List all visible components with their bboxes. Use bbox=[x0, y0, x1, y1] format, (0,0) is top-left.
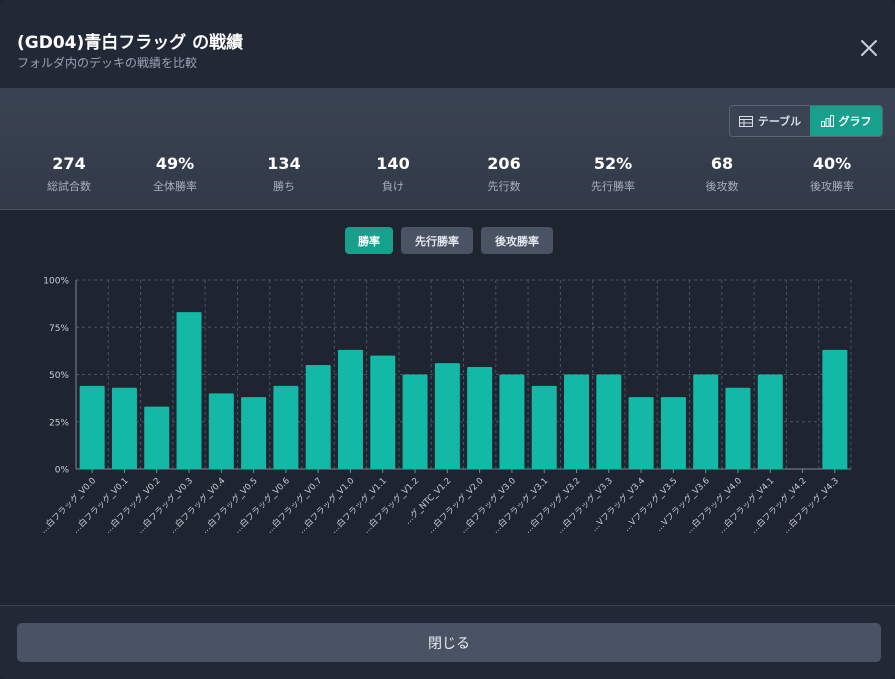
stat-label: 負け bbox=[382, 180, 404, 193]
x-tick-label: ...白フラッグ_V1.1 bbox=[329, 475, 389, 535]
x-tick-label: ...白フラッグ_V3.3 bbox=[555, 475, 615, 535]
bar bbox=[337, 349, 363, 469]
stat-first-count: 206 先行数 bbox=[449, 154, 559, 194]
x-tick-label: ...白フラッグ_V0.5 bbox=[199, 475, 259, 535]
stat-value: 49% bbox=[155, 154, 195, 173]
stat-value: 52% bbox=[593, 154, 633, 173]
bar bbox=[531, 385, 557, 469]
bar bbox=[757, 374, 783, 469]
stat-label: 先行勝率 bbox=[591, 180, 635, 193]
x-tick-label: ...白フラッグ_V0.2 bbox=[103, 475, 163, 535]
bar-chart-icon bbox=[820, 115, 834, 127]
bar bbox=[144, 406, 170, 469]
tab-first-winrate[interactable]: 先行勝率 bbox=[401, 227, 473, 254]
stat-total-matches: 274 総試合数 bbox=[14, 154, 124, 194]
x-tick-label: ...白フラッグ_V3.2 bbox=[522, 475, 582, 535]
table-view-button[interactable]: テーブル bbox=[730, 106, 810, 136]
metric-tabs: 勝率 先行勝率 後攻勝率 bbox=[0, 227, 895, 254]
stat-second-count: 68 後攻数 bbox=[667, 154, 777, 194]
close-button[interactable]: 閉じる bbox=[17, 623, 881, 662]
stat-label: 勝ち bbox=[273, 180, 295, 193]
stat-label: 全体勝率 bbox=[153, 180, 197, 193]
bar bbox=[499, 374, 525, 469]
bar bbox=[660, 397, 686, 469]
stat-value: 40% bbox=[812, 154, 852, 173]
modal-subtitle: フォルダ内のデッキの戦績を比較 bbox=[17, 56, 198, 70]
x-tick-label: ...白フラッグ_V1.2 bbox=[361, 475, 421, 535]
bar bbox=[434, 363, 460, 469]
x-tick-label: ...白フラッグ_V3.0 bbox=[458, 475, 518, 535]
bar bbox=[564, 374, 590, 469]
bar bbox=[208, 393, 234, 469]
tab-winrate[interactable]: 勝率 bbox=[345, 227, 393, 254]
stat-label: 後攻勝率 bbox=[810, 180, 854, 193]
x-tick-label: ...白フラッグ_V1.0 bbox=[296, 475, 356, 535]
bar bbox=[273, 385, 299, 469]
bar bbox=[111, 387, 137, 469]
stat-value: 206 bbox=[487, 154, 521, 173]
x-tick-label: ...白フラッグ_V3.1 bbox=[490, 475, 550, 535]
stat-label: 後攻数 bbox=[705, 180, 739, 193]
x-tick-label: ...Vフラッグ_V3.6 bbox=[653, 475, 711, 533]
bar bbox=[370, 355, 396, 469]
bar bbox=[725, 387, 751, 469]
x-tick-label: ...白フラッグ_V4.0 bbox=[684, 475, 744, 535]
winrate-bar-chart: 0%25%50%75%100%...白フラッグ_V0.0...白フラッグ_V0.… bbox=[38, 277, 852, 536]
bar bbox=[628, 397, 654, 469]
bar bbox=[693, 374, 719, 469]
modal-title: (GD04)青白フラッグ の戦績 bbox=[17, 33, 244, 53]
x-tick-label: ...白フラッグ_V0.0 bbox=[38, 475, 98, 535]
x-tick-label: ...白フラッグ_V4.3 bbox=[781, 475, 841, 535]
x-tick-label: ...白フラッグ_V0.7 bbox=[264, 475, 324, 535]
bar bbox=[402, 374, 428, 469]
stat-value: 68 bbox=[710, 154, 734, 173]
x-tick-label: ...Vフラッグ_V3.4 bbox=[589, 475, 647, 533]
bar bbox=[596, 374, 622, 469]
graph-view-button[interactable]: グラフ bbox=[810, 106, 882, 136]
stat-first-winrate: 52% 先行勝率 bbox=[558, 154, 668, 194]
stat-overall-winrate: 49% 全体勝率 bbox=[120, 154, 230, 194]
view-toggle: テーブル グラフ bbox=[729, 105, 883, 137]
bar bbox=[241, 397, 267, 469]
table-view-label: テーブル bbox=[757, 115, 802, 128]
table-icon bbox=[738, 115, 753, 127]
modal-header: (GD04)青白フラッグ の戦績 フォルダ内のデッキの戦績を比較 bbox=[0, 0, 895, 88]
tab-second-winrate[interactable]: 後攻勝率 bbox=[481, 227, 553, 254]
close-icon[interactable] bbox=[857, 36, 881, 60]
x-tick-label: ...白フラッグ_V4.1 bbox=[716, 475, 776, 535]
y-tick-label: 25% bbox=[49, 418, 69, 428]
stat-losses: 140 負け bbox=[338, 154, 448, 194]
x-tick-label: ...白フラッグ_V2.0 bbox=[426, 475, 486, 535]
stat-wins: 134 勝ち bbox=[229, 154, 339, 194]
y-tick-label: 50% bbox=[49, 371, 69, 381]
bar bbox=[305, 365, 331, 469]
bar bbox=[79, 385, 105, 469]
stat-value: 140 bbox=[376, 154, 410, 173]
x-tick-label: ...白フラッグ_V0.3 bbox=[135, 475, 195, 535]
stat-label: 先行数 bbox=[487, 180, 521, 193]
stat-value: 274 bbox=[52, 154, 86, 173]
bar bbox=[822, 349, 848, 469]
bar bbox=[467, 366, 493, 469]
x-tick-label: ...白フラッグ_V0.6 bbox=[232, 475, 292, 535]
y-tick-label: 0% bbox=[55, 466, 70, 476]
y-tick-label: 100% bbox=[43, 277, 69, 287]
x-tick-label: ...白フラッグ_V0.4 bbox=[167, 475, 227, 535]
x-tick-label: ...白フラッグ_V0.1 bbox=[70, 475, 130, 535]
x-tick-label: ...白フラッグ_V4.2 bbox=[748, 475, 808, 535]
bar bbox=[176, 312, 202, 469]
stat-value: 134 bbox=[267, 154, 301, 173]
y-tick-label: 75% bbox=[49, 324, 69, 334]
x-tick-label: ...Vフラッグ_V3.5 bbox=[621, 475, 679, 533]
stat-second-winrate: 40% 後攻勝率 bbox=[777, 154, 887, 194]
stat-label: 総試合数 bbox=[47, 180, 91, 193]
graph-view-label: グラフ bbox=[838, 115, 872, 128]
